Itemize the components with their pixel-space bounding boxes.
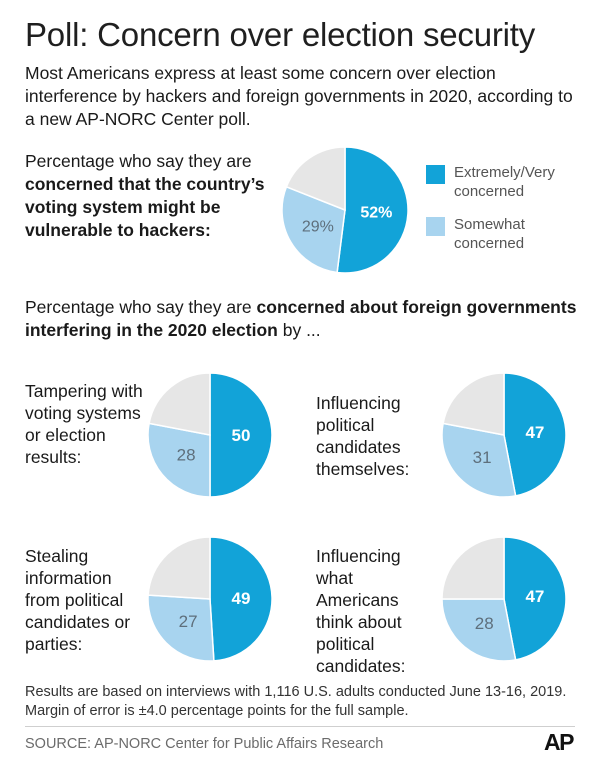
pie-chart-tampering-label-somewhat: 28 — [177, 446, 196, 465]
pie-chart-influencing-americans-label-very: 47 — [525, 587, 544, 606]
page-title: Poll: Concern over election security — [25, 16, 536, 53]
ap-logo: AP — [544, 729, 574, 755]
legend-swatch-somewhat — [426, 217, 445, 236]
question-1: Percentage who say they are concerned th… — [25, 150, 265, 242]
legend-label-very: Extremely/Very concerned — [454, 164, 555, 200]
section-2-intro: Percentage who say they are — [25, 297, 257, 317]
pie-chart-hackers-slice-very — [336, 146, 409, 274]
pie-chart-influencing-candidates-slice-very — [503, 372, 567, 497]
pie-chart-hackers-label-very: 52% — [360, 205, 392, 222]
sublabel-stealing: Stealing information from political cand… — [25, 546, 131, 654]
pie-chart-hackers-label-somewhat: 29% — [302, 219, 334, 236]
section-2-bold: concerned about foreign governments inte… — [25, 297, 577, 340]
pie-chart-stealing-slice-rest — [147, 536, 211, 600]
pie-chart-influencing-candidates-slice-somewhat — [441, 422, 517, 498]
source-credit: SOURCE: AP-NORC Center for Public Affair… — [25, 736, 384, 752]
pie-chart-tampering-slice-very — [209, 372, 273, 498]
pie-chart-hackers-slice-rest — [285, 146, 346, 212]
question-1-intro: Percentage who say they are — [25, 151, 252, 171]
question-1-bold: concerned that the country’s voting syst… — [25, 174, 265, 240]
pie-chart-influencing-candidates: 47 31 — [441, 372, 567, 498]
pie-chart-tampering-slice-rest — [148, 372, 211, 436]
methodology-note: Results are based on interviews with 1,1… — [25, 684, 567, 719]
pie-chart-stealing-label-very: 49 — [232, 589, 251, 608]
pie-chart-hackers-slice-somewhat — [281, 185, 346, 274]
sublabel-tampering: Tampering with voting systems or electio… — [25, 381, 143, 467]
pie-chart-stealing: 49 27 — [147, 536, 273, 662]
divider — [25, 726, 575, 727]
subtitle: Most Americans express at least some con… — [25, 63, 573, 129]
pie-chart-tampering-slice-somewhat — [147, 422, 211, 498]
legend-swatch-very — [426, 165, 445, 184]
pie-chart-stealing-label-somewhat: 27 — [179, 612, 198, 631]
pie-chart-influencing-candidates-slice-rest — [442, 372, 505, 436]
sublabel-influencing-americans: Influencing what Americans think about p… — [316, 546, 406, 676]
section-2-heading: Percentage who say they are concerned ab… — [25, 296, 585, 342]
pie-chart-influencing-americans-slice-very — [503, 536, 567, 661]
pie-chart-tampering-label-very: 50 — [232, 426, 251, 445]
pie-chart-stealing-slice-somewhat — [147, 594, 215, 662]
legend-item-very: Extremely/Very concerned — [426, 163, 574, 201]
legend-item-somewhat: Somewhat concerned — [426, 215, 574, 253]
pie-chart-influencing-americans: 47 28 — [441, 536, 567, 662]
pie-chart-hackers: 52% 29% — [281, 146, 409, 274]
section-2-suffix: by ... — [277, 320, 321, 340]
legend-label-somewhat: Somewhat concerned — [454, 216, 525, 252]
pie-chart-stealing-slice-very — [209, 536, 273, 662]
pie-chart-influencing-americans-label-somewhat: 28 — [475, 614, 494, 633]
pie-chart-influencing-americans-slice-rest — [441, 536, 505, 600]
pie-chart-influencing-candidates-label-somewhat: 31 — [473, 448, 492, 467]
pie-chart-influencing-candidates-label-very: 47 — [525, 423, 544, 442]
pie-chart-tampering: 50 28 — [147, 372, 273, 498]
pie-chart-influencing-americans-slice-somewhat — [441, 598, 517, 662]
sublabel-influencing-candidates: Influencing political candidates themsel… — [316, 393, 410, 479]
